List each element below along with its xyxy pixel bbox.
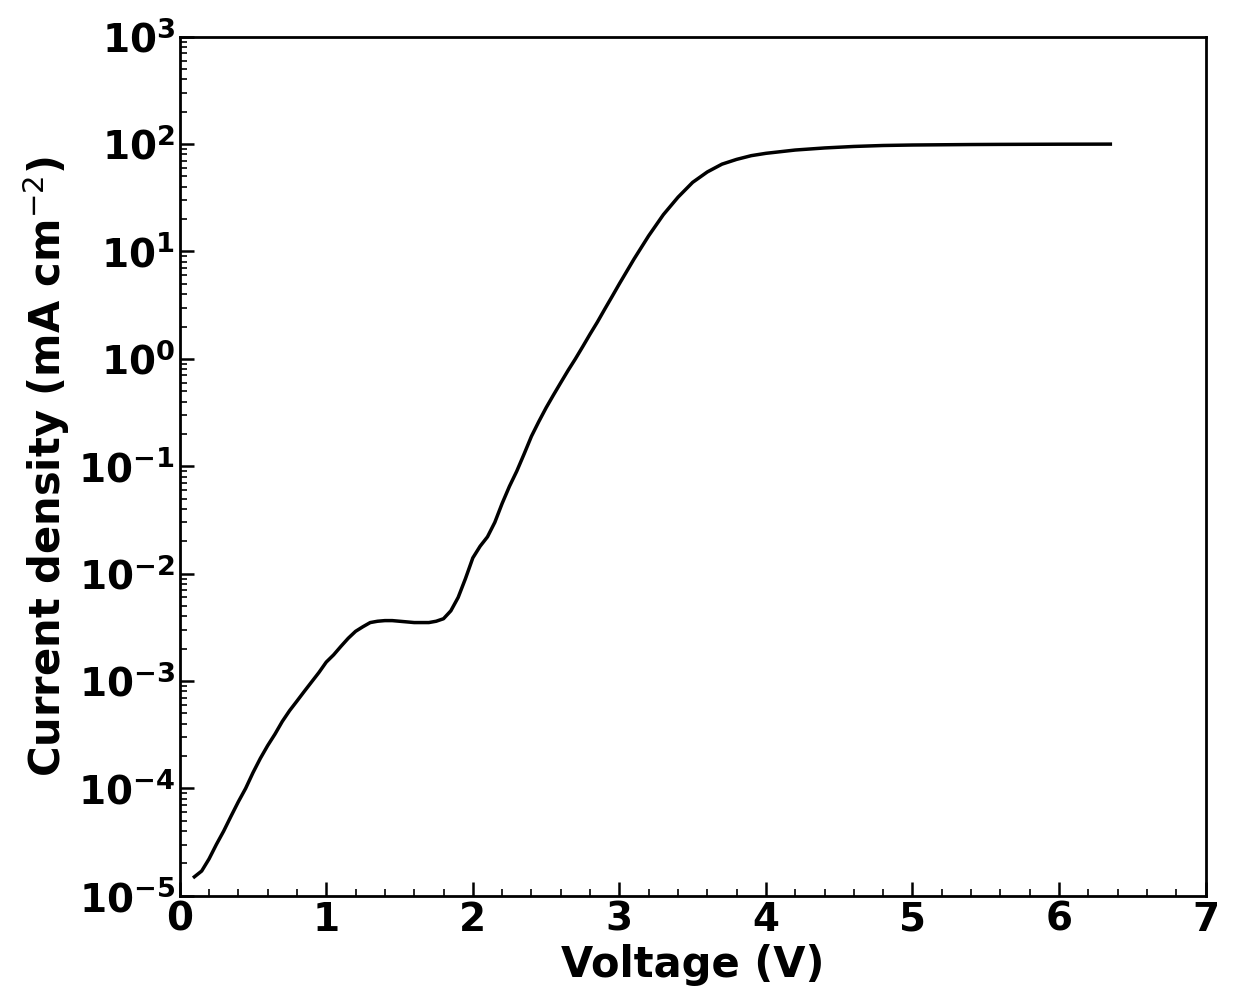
X-axis label: Voltage (V): Voltage (V) (560, 945, 825, 986)
Y-axis label: Current density (mA cm$^{-2}$): Current density (mA cm$^{-2}$) (21, 156, 72, 776)
